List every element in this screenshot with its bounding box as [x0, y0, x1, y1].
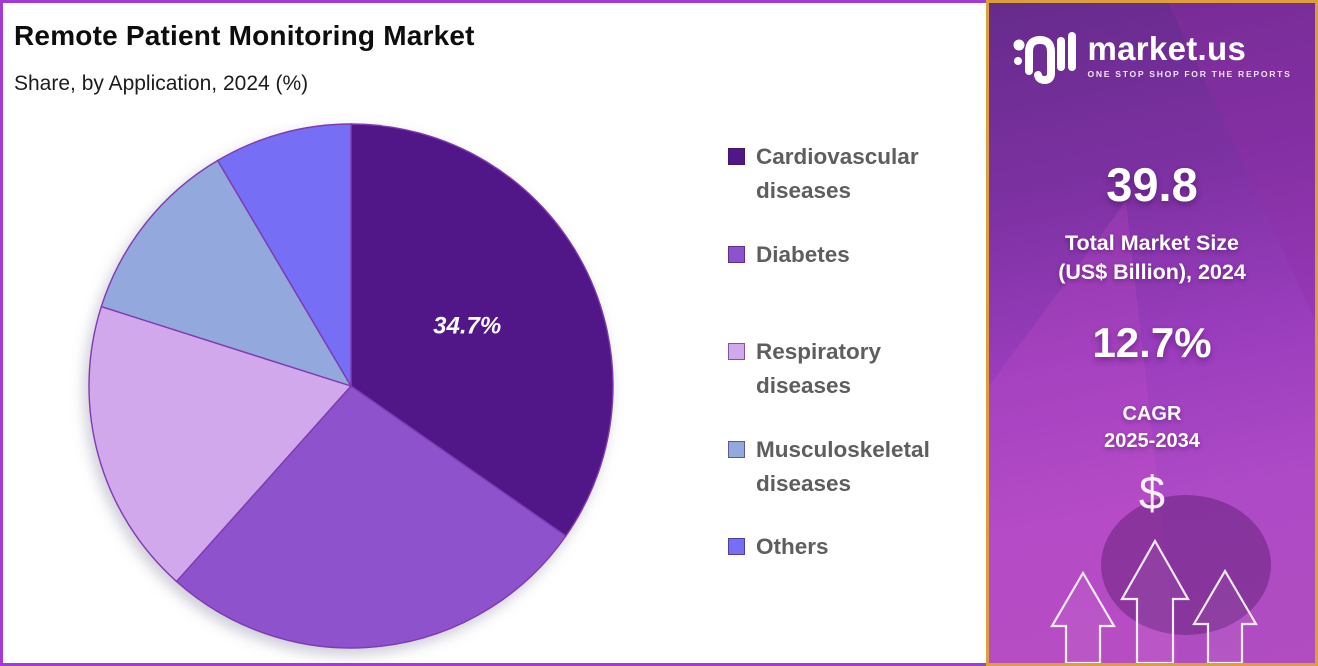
legend-label: Cardiovascular diseases — [756, 144, 919, 203]
growth-arrows-icon — [1050, 538, 1258, 663]
pie-slice-respiratory-diseases — [88, 305, 353, 583]
cagr-label: CAGR 2025-2034 — [1104, 403, 1200, 452]
legend-item: Diabetes — [728, 238, 973, 336]
pie-chart: 34.7% — [88, 123, 614, 649]
brand-tagline: ONE STOP SHOP FOR THE REPORTS — [1087, 68, 1292, 79]
legend-label: Others — [756, 534, 829, 559]
legend-label: Respiratory diseases — [756, 339, 882, 398]
market-size-label: Total Market Size (US$ Billion), 2024 — [1058, 231, 1246, 284]
legend-item: Others — [728, 530, 973, 628]
legend-swatch — [728, 538, 745, 555]
chart-subtitle: Share, by Application, 2024 (%) — [14, 72, 309, 95]
dollar-icon: $ — [1138, 466, 1166, 519]
pie-data-label: 34.7% — [433, 312, 501, 339]
legend-item: Respiratory diseases — [728, 335, 973, 433]
legend: Cardiovascular diseases Diabetes Respirato… — [728, 140, 973, 628]
legend-swatch — [728, 343, 745, 360]
pie-slice-others — [216, 123, 352, 389]
legend-item: Cardiovascular diseases — [728, 140, 973, 238]
side-panel: market.us ONE STOP SHOP FOR THE REPORTS … — [986, 0, 1318, 666]
cagr-value: 12.7% — [1092, 319, 1212, 366]
marketus-logo: market.us ONE STOP SHOP FOR THE REPORTS — [989, 25, 1315, 85]
legend-label: Musculoskeletal diseases — [756, 436, 930, 496]
pie-slice-musculoskeletal-diseases — [100, 159, 353, 388]
marketus-logo-mark — [1013, 32, 1077, 85]
pie-slice-cardiovascular-diseases — [350, 123, 614, 537]
legend-label: Diabetes — [756, 241, 850, 267]
market-size-value: 39.8 — [1106, 158, 1198, 211]
legend-swatch — [728, 148, 745, 165]
brand-name: market.us — [1087, 29, 1247, 67]
pie-slice-diabetes — [175, 385, 567, 649]
legend-item: Musculoskeletal diseases — [728, 433, 973, 531]
legend-swatch — [728, 245, 745, 263]
chart-title: Remote Patient Monitoring Market — [14, 20, 475, 51]
legend-swatch — [728, 440, 745, 458]
panel-photo-circle — [1101, 495, 1271, 635]
